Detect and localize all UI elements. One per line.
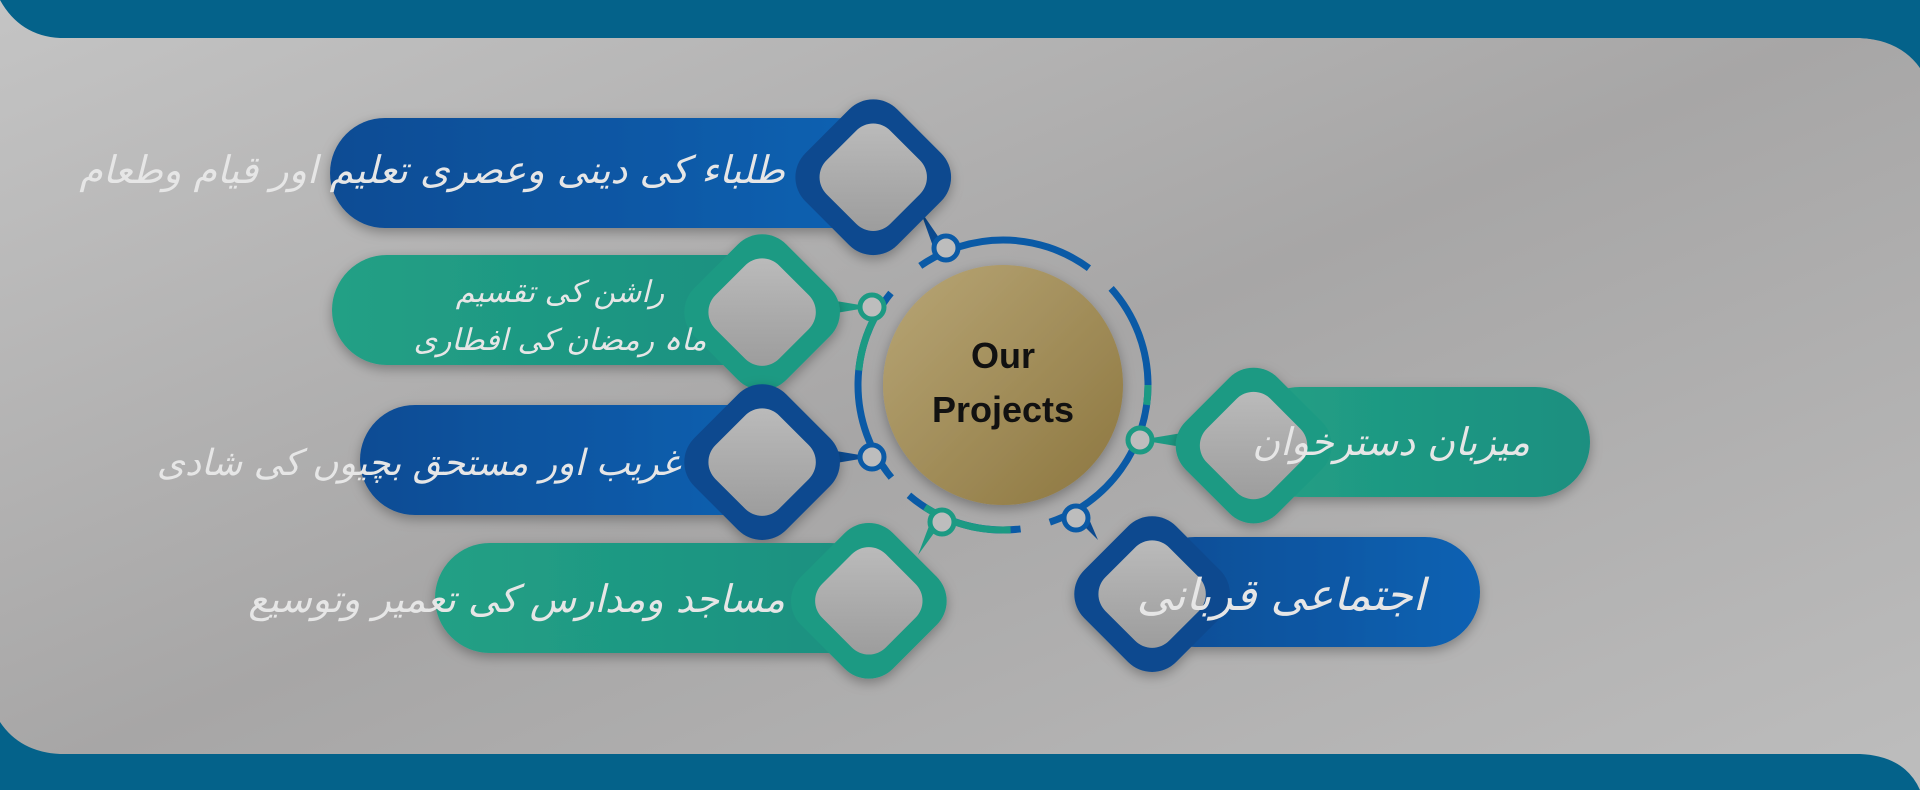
project-pill-5 bbox=[1245, 387, 1590, 497]
project-badge-inner-3 bbox=[708, 408, 816, 516]
ring-node-3 bbox=[857, 442, 887, 472]
project-label-1: طلباء کی دینی وعصری تعلیم اور قیام وطعام bbox=[79, 148, 785, 193]
ring-node-6 bbox=[1061, 503, 1091, 533]
project-pill-1 bbox=[330, 118, 890, 228]
project-badge-inner-1 bbox=[819, 123, 927, 231]
project-badge-inner-6 bbox=[1098, 540, 1206, 648]
ring-node-5 bbox=[1125, 425, 1155, 455]
center-disc bbox=[883, 265, 1123, 505]
project-label-2-line2: ماہ رمضان کی افطاری bbox=[414, 323, 707, 358]
center-title-line1: Our bbox=[971, 335, 1035, 376]
project-label-4: مساجد ومدارس کی تعمیر وتوسیع bbox=[248, 577, 785, 622]
project-card-4 bbox=[435, 522, 947, 679]
project-pill-3 bbox=[360, 405, 800, 515]
project-badge-inner-2 bbox=[708, 258, 816, 366]
project-label-6: اجتماعی قربانی bbox=[1137, 570, 1430, 621]
project-badge-inner-4 bbox=[815, 547, 923, 655]
project-card-5 bbox=[1175, 367, 1590, 524]
project-pill-2 bbox=[332, 255, 802, 365]
ring-node-4 bbox=[927, 507, 957, 537]
project-label-3: غریب اور مستحق بچیوں کی شادی bbox=[157, 443, 682, 484]
center-ring bbox=[854, 236, 1152, 534]
project-card-2 bbox=[332, 234, 840, 390]
project-card-1 bbox=[330, 99, 952, 256]
project-label-5: میزبان دسترخوان bbox=[1252, 420, 1530, 465]
top-frame-band bbox=[0, 0, 1920, 68]
ring-segments-teal bbox=[854, 236, 1152, 534]
ring-node-2 bbox=[857, 292, 887, 322]
project-pill-6 bbox=[1140, 537, 1480, 647]
bottom-frame-band bbox=[0, 722, 1920, 790]
project-label-2-line1: راشن کی تقسیم bbox=[456, 275, 665, 310]
project-card-6 bbox=[1074, 516, 1480, 672]
project-badge-inner-5 bbox=[1199, 391, 1308, 500]
ring-nodes bbox=[857, 233, 1155, 537]
ring-node-1 bbox=[931, 233, 961, 263]
project-pill-4 bbox=[435, 543, 885, 653]
top-frame-corner bbox=[1860, 0, 1920, 68]
center-title-line2: Projects bbox=[932, 389, 1074, 430]
project-card-3 bbox=[360, 384, 840, 540]
